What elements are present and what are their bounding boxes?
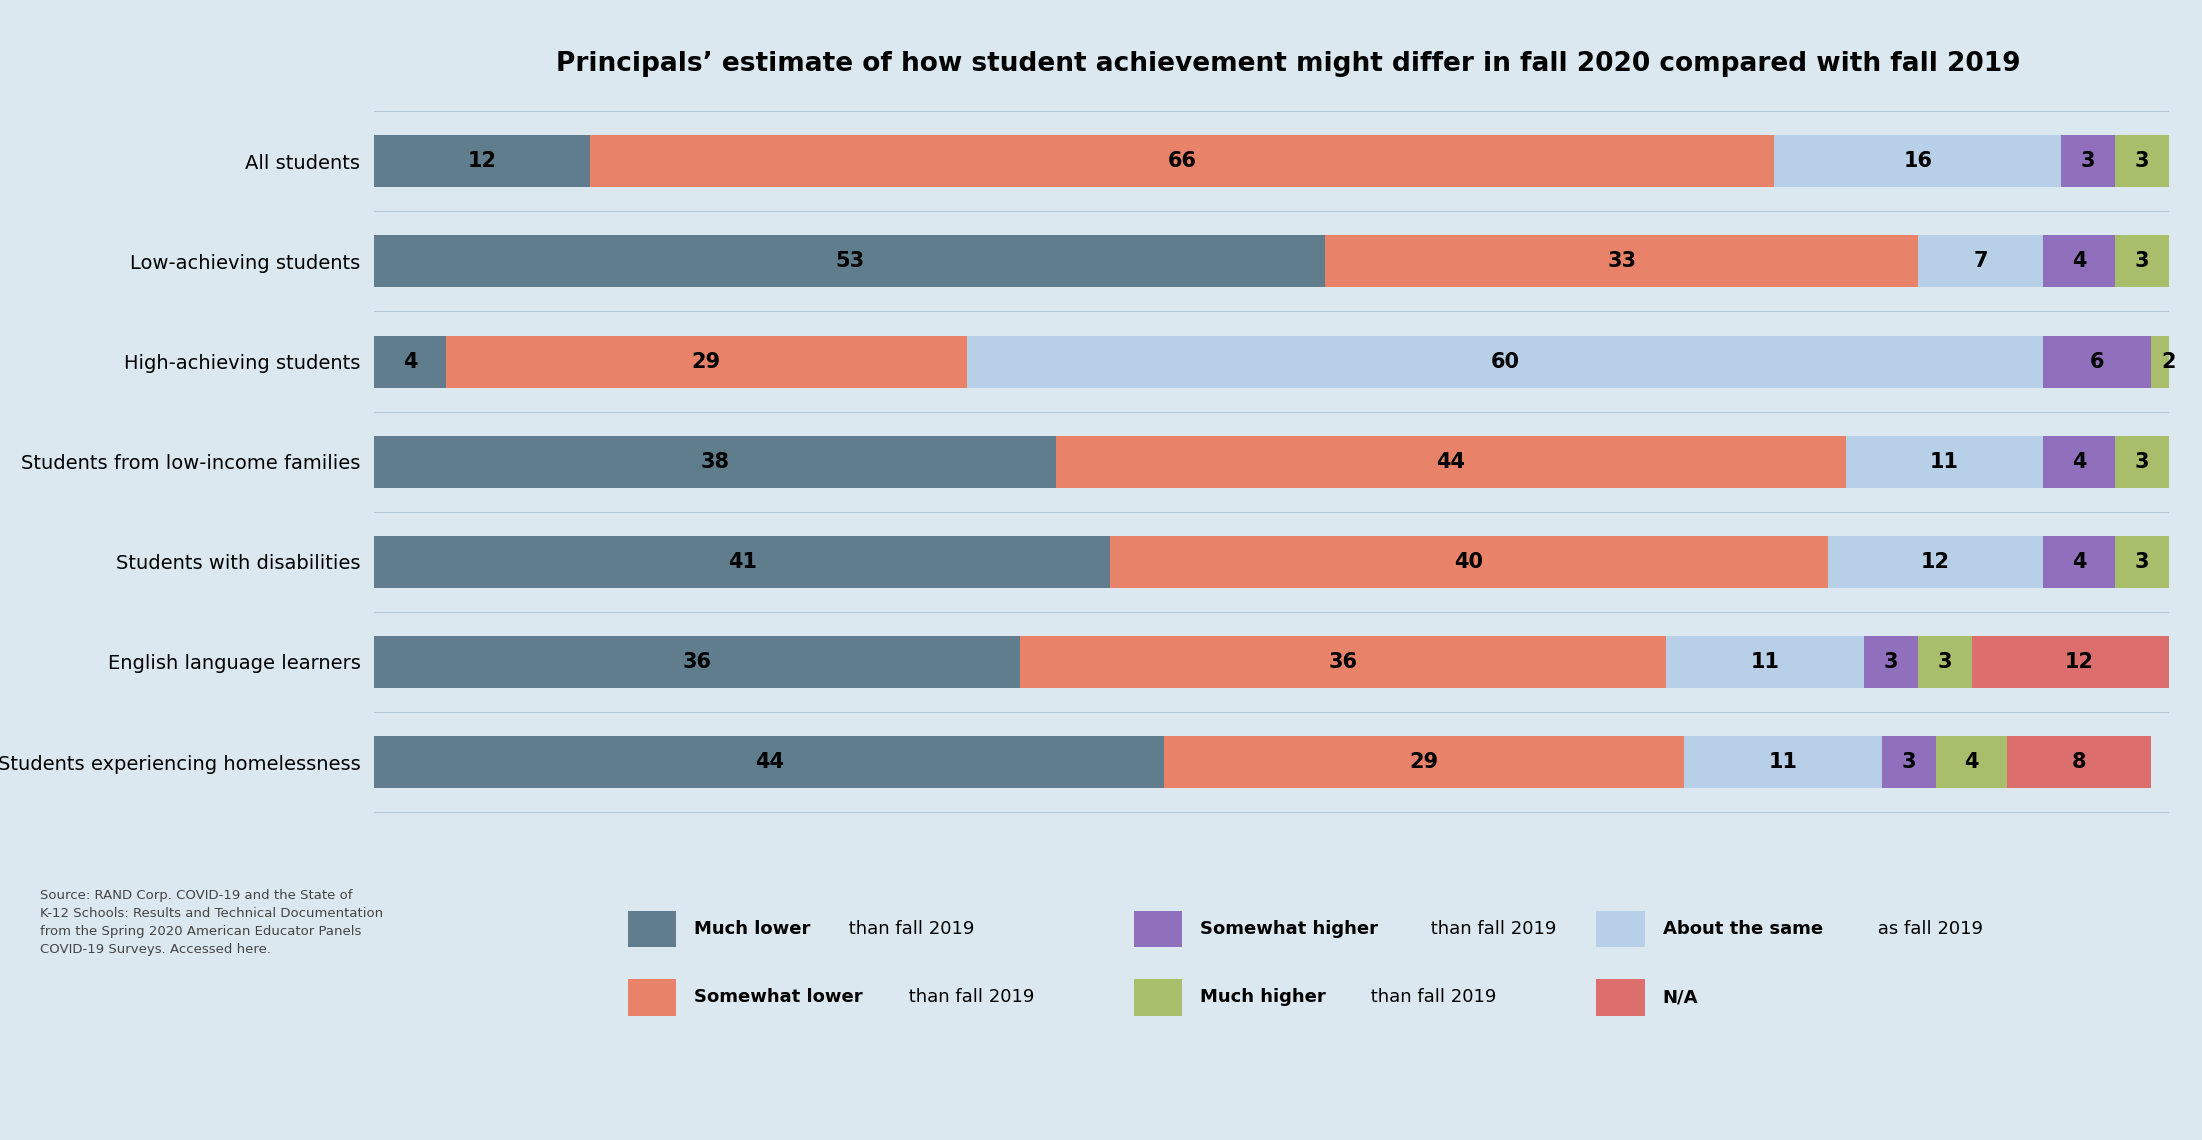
- Text: 36: 36: [683, 652, 711, 671]
- Bar: [2116, 435, 2169, 488]
- Text: 12: 12: [467, 152, 495, 171]
- Text: 4: 4: [2072, 552, 2087, 572]
- Text: 12: 12: [2065, 652, 2094, 671]
- Bar: [1667, 636, 1863, 689]
- Text: than fall 2019: than fall 2019: [1365, 988, 1495, 1007]
- Text: 29: 29: [1409, 752, 1438, 772]
- Bar: [1828, 536, 2043, 588]
- Bar: [1685, 736, 1883, 788]
- Bar: [967, 335, 2043, 388]
- Bar: [1918, 235, 2043, 287]
- Text: 4: 4: [2072, 451, 2087, 472]
- Bar: [2116, 136, 2169, 187]
- Bar: [1971, 636, 2187, 689]
- Text: than fall 2019: than fall 2019: [843, 920, 975, 938]
- Bar: [1775, 136, 2061, 187]
- Text: 3: 3: [2134, 252, 2149, 271]
- Text: than fall 2019: than fall 2019: [903, 988, 1035, 1007]
- Bar: [2043, 536, 2116, 588]
- Text: 6: 6: [2090, 351, 2105, 372]
- Bar: [2043, 435, 2116, 488]
- Bar: [374, 235, 1326, 287]
- Bar: [590, 136, 1775, 187]
- Text: Much higher: Much higher: [1200, 988, 1326, 1007]
- Text: 4: 4: [2072, 252, 2087, 271]
- Text: About the same: About the same: [1663, 920, 1823, 938]
- Bar: [1326, 235, 1918, 287]
- Bar: [374, 636, 1020, 689]
- Text: 3: 3: [2134, 152, 2149, 171]
- Text: 11: 11: [1931, 451, 1960, 472]
- Bar: [447, 335, 967, 388]
- Bar: [1883, 736, 1936, 788]
- Bar: [2043, 335, 2151, 388]
- Text: Much lower: Much lower: [694, 920, 810, 938]
- Bar: [1845, 435, 2043, 488]
- Text: Principals’ estimate of how student achievement might differ in fall 2020 compar: Principals’ estimate of how student achi…: [555, 51, 2021, 78]
- Text: 16: 16: [1903, 152, 1931, 171]
- Text: 36: 36: [1330, 652, 1359, 671]
- Text: N/A: N/A: [1663, 988, 1698, 1007]
- Text: 41: 41: [727, 552, 757, 572]
- Text: 40: 40: [1456, 552, 1484, 572]
- Bar: [1165, 736, 1685, 788]
- Bar: [1918, 636, 1971, 689]
- Text: 3: 3: [1883, 652, 1898, 671]
- Bar: [1863, 636, 1918, 689]
- Text: 33: 33: [1607, 252, 1636, 271]
- Text: Somewhat lower: Somewhat lower: [694, 988, 863, 1007]
- Bar: [1057, 435, 1845, 488]
- Bar: [2116, 536, 2169, 588]
- Text: 3: 3: [2134, 451, 2149, 472]
- Bar: [2116, 235, 2169, 287]
- Bar: [2061, 136, 2116, 187]
- Text: 8: 8: [2072, 752, 2087, 772]
- Text: 66: 66: [1167, 152, 1196, 171]
- Text: 12: 12: [1920, 552, 1951, 572]
- Text: as fall 2019: as fall 2019: [1872, 920, 1984, 938]
- Bar: [1020, 636, 1667, 689]
- Bar: [374, 536, 1110, 588]
- Bar: [2043, 235, 2116, 287]
- Bar: [374, 435, 1057, 488]
- Text: 3: 3: [2081, 152, 2096, 171]
- Text: 3: 3: [1938, 652, 1951, 671]
- Bar: [374, 136, 590, 187]
- Text: 29: 29: [691, 351, 720, 372]
- Text: 4: 4: [1964, 752, 1980, 772]
- Bar: [374, 736, 1165, 788]
- Text: 7: 7: [1973, 252, 1988, 271]
- Bar: [1936, 736, 2008, 788]
- Text: than fall 2019: than fall 2019: [1425, 920, 1557, 938]
- Text: 60: 60: [1491, 351, 1519, 372]
- Text: Source: RAND Corp. COVID-19 and the State of
K-12 Schools: Results and Technical: Source: RAND Corp. COVID-19 and the Stat…: [40, 889, 383, 956]
- Text: 44: 44: [755, 752, 784, 772]
- Text: Somewhat higher: Somewhat higher: [1200, 920, 1378, 938]
- Bar: [2151, 335, 2187, 388]
- Text: 11: 11: [1751, 652, 1779, 671]
- Bar: [374, 335, 447, 388]
- Text: 44: 44: [1436, 451, 1467, 472]
- Text: 2: 2: [2162, 351, 2176, 372]
- Bar: [1110, 536, 1828, 588]
- Bar: [2008, 736, 2151, 788]
- Text: 38: 38: [700, 451, 729, 472]
- Text: 3: 3: [1903, 752, 1916, 772]
- Text: 3: 3: [2134, 552, 2149, 572]
- Text: 4: 4: [403, 351, 418, 372]
- Text: 11: 11: [1768, 752, 1797, 772]
- Text: 53: 53: [835, 252, 865, 271]
